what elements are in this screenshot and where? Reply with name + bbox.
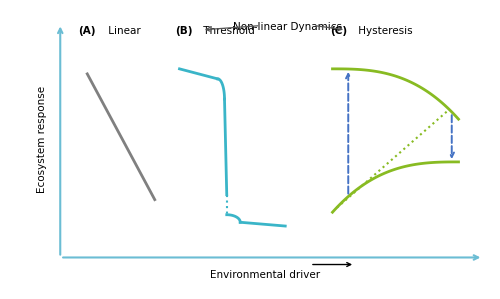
- Text: Environmental driver: Environmental driver: [210, 270, 320, 280]
- Text: Linear: Linear: [105, 26, 141, 36]
- Text: Non-linear Dynamics: Non-linear Dynamics: [233, 22, 342, 32]
- Text: (A): (A): [78, 26, 96, 36]
- Text: Hysteresis: Hysteresis: [355, 26, 412, 36]
- Text: (B): (B): [175, 26, 192, 36]
- Text: Threshold: Threshold: [200, 26, 254, 36]
- Text: Ecosystem response: Ecosystem response: [37, 86, 47, 193]
- Text: (C): (C): [330, 26, 347, 36]
